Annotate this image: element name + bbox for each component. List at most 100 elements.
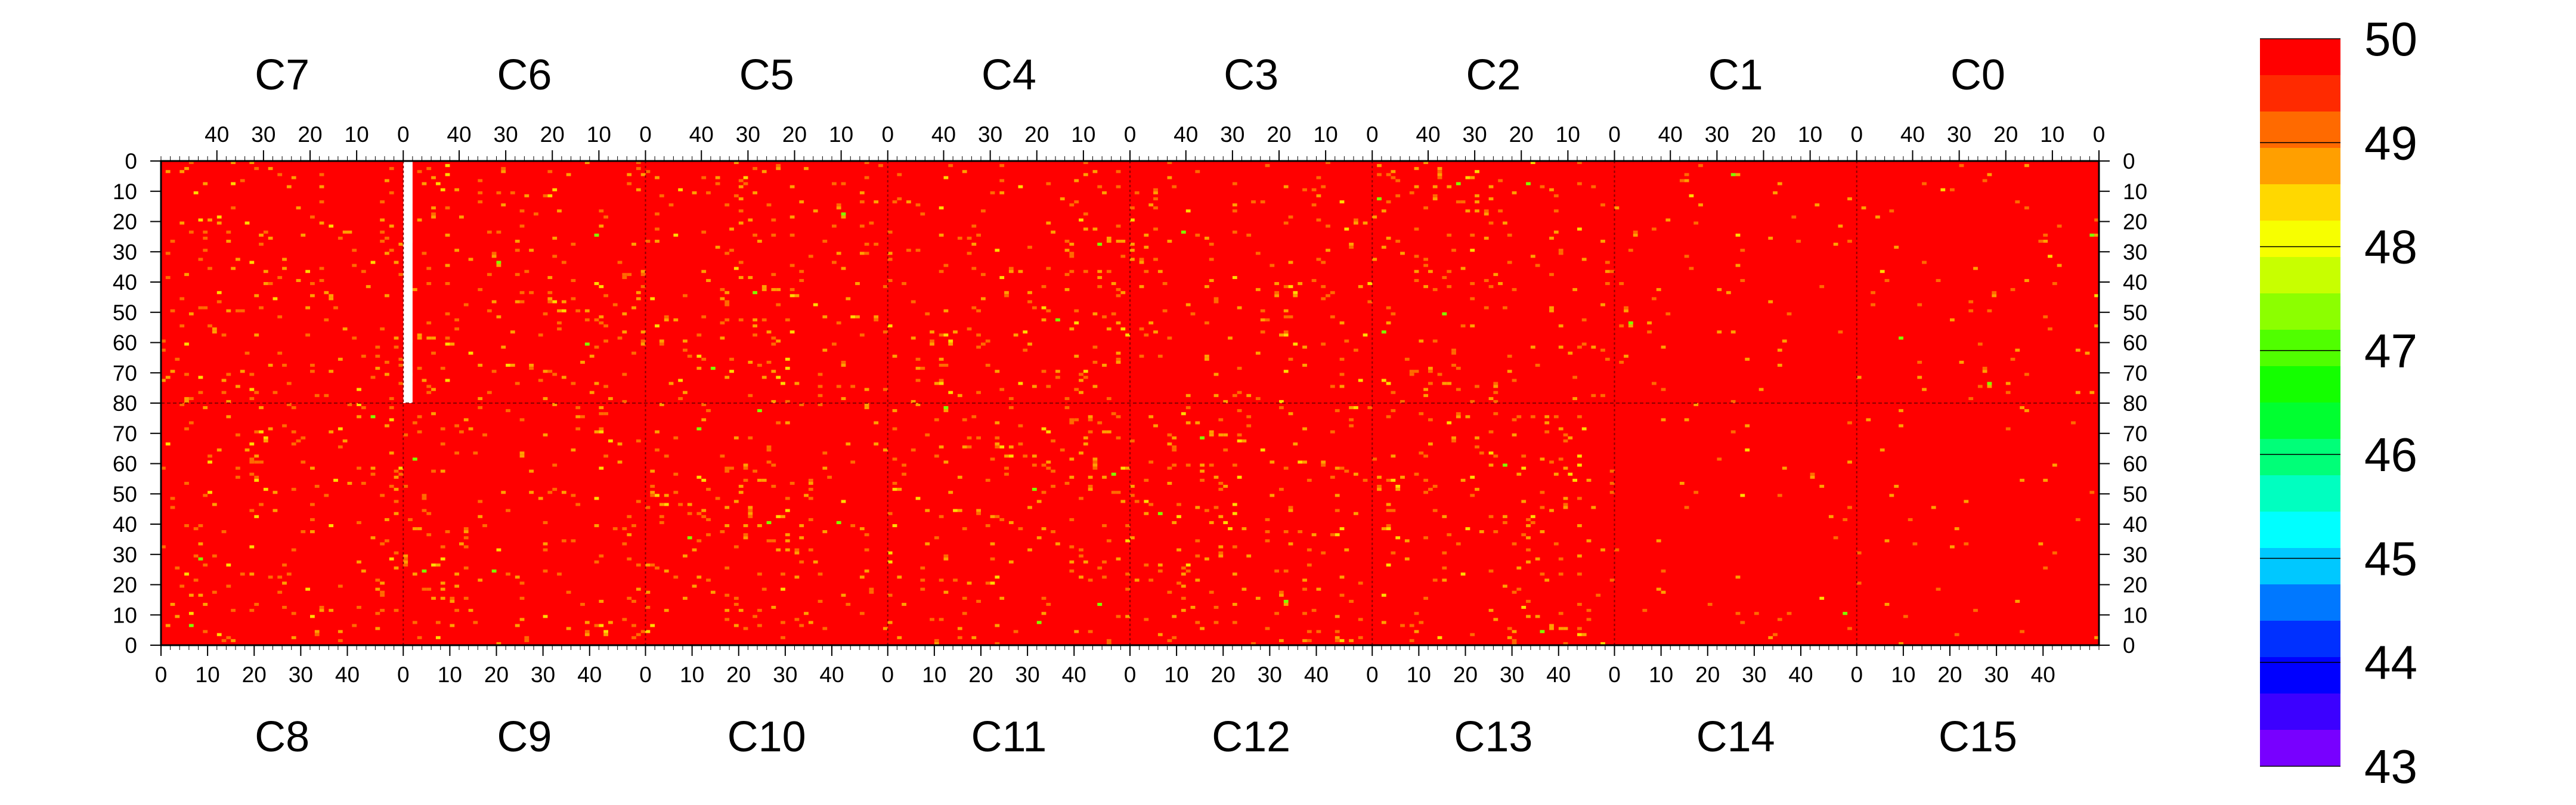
- pixel-cell: [874, 315, 879, 318]
- pixel-cell: [836, 385, 841, 388]
- pixel-cell: [761, 170, 767, 174]
- pixel-cell: [1013, 630, 1018, 633]
- pixel-cell: [930, 618, 934, 621]
- pixel-cell: [627, 273, 632, 276]
- pixel-cell: [231, 206, 236, 210]
- pixel-cell: [422, 379, 427, 382]
- pixel-cell: [1223, 448, 1228, 452]
- pixel-cell: [599, 599, 604, 603]
- pixel-cell: [1255, 397, 1261, 400]
- pixel-cell: [631, 243, 636, 246]
- pixel-cell: [519, 618, 525, 621]
- pixel-cell: [981, 342, 986, 346]
- pixel-cell: [631, 636, 636, 639]
- pixel-cell: [976, 345, 982, 349]
- pixel-cell: [1279, 593, 1284, 597]
- pixel-cell: [869, 221, 874, 225]
- pixel-cell: [1540, 530, 1545, 534]
- pixel-cell: [1521, 454, 1527, 458]
- pixel-cell: [305, 333, 311, 337]
- pixel-cell: [254, 515, 259, 518]
- pixel-cell: [403, 554, 408, 558]
- pixel-cell: [776, 339, 781, 343]
- pixel-cell: [897, 173, 902, 177]
- pixel-cell: [766, 448, 772, 452]
- pixel-cell: [1581, 318, 1587, 321]
- pixel-cell: [622, 312, 627, 315]
- pixel-cell: [636, 167, 641, 171]
- pixel-cell: [1661, 418, 1666, 422]
- pixel-cell: [236, 475, 240, 479]
- pixel-cell: [608, 621, 613, 624]
- pixel-cell: [822, 451, 828, 455]
- pixel-cell: [1279, 333, 1284, 337]
- pixel-cell: [1549, 188, 1554, 191]
- pixel-cell: [1335, 409, 1340, 413]
- y-tick-label-left: 30: [113, 240, 137, 264]
- pixel-cell: [1586, 609, 1592, 612]
- pixel-cell: [1591, 345, 1596, 349]
- pixel-cell: [1237, 306, 1242, 309]
- pixel-cell: [1349, 243, 1354, 246]
- pixel-cell: [417, 333, 422, 337]
- pixel-cell: [701, 515, 707, 518]
- pixel-cell: [724, 524, 730, 528]
- pixel-cell: [1041, 612, 1046, 615]
- pixel-cell: [696, 333, 702, 337]
- pixel-cell: [1581, 342, 1587, 346]
- pixel-cell: [1241, 587, 1247, 591]
- pixel-cell: [268, 364, 273, 367]
- pixel-cell: [380, 593, 385, 597]
- pixel-cell: [1130, 439, 1135, 442]
- pixel-cell: [696, 575, 702, 579]
- pixel-cell: [1880, 448, 1885, 452]
- pixel-cell: [1600, 203, 1605, 207]
- pixel-cell: [216, 633, 222, 636]
- pixel-cell: [906, 200, 911, 204]
- pixel-cell: [640, 339, 646, 343]
- pixel-cell: [431, 176, 436, 179]
- pixel-cell: [1922, 388, 1927, 391]
- chip-label-top: C6: [497, 51, 552, 99]
- pixel-cell: [1106, 397, 1111, 400]
- pixel-cell: [314, 485, 320, 488]
- pixel-cell: [1306, 548, 1312, 552]
- pixel-cell: [1843, 518, 1848, 521]
- pixel-cell: [259, 306, 264, 309]
- pixel-cell: [1540, 506, 1545, 509]
- pixel-cell: [981, 297, 986, 301]
- pixel-cell: [701, 315, 707, 318]
- pixel-cell: [724, 593, 730, 597]
- x-tick-label-bottom: 40: [819, 662, 844, 687]
- pixel-cell: [859, 612, 865, 615]
- pixel-cell: [1209, 521, 1214, 524]
- pixel-cell: [221, 639, 227, 642]
- pixel-cell: [244, 448, 250, 452]
- pixel-cell: [850, 460, 856, 464]
- pixel-cell: [1088, 630, 1093, 633]
- pixel-cell: [761, 587, 767, 591]
- pixel-cell: [1205, 557, 1209, 561]
- pixel-cell: [370, 536, 376, 540]
- pixel-cell: [2094, 218, 2100, 222]
- pixel-cell: [1614, 206, 1620, 210]
- pixel-cell: [785, 548, 790, 552]
- pixel-cell: [412, 457, 417, 461]
- pixel-cell: [1628, 321, 1633, 325]
- pixel-cell: [781, 621, 785, 624]
- pixel-cell: [1218, 488, 1224, 491]
- pixel-cell: [1302, 578, 1307, 582]
- pixel-cell: [1354, 472, 1358, 476]
- pixel-cell: [603, 324, 609, 328]
- x-tick-label-bottom: 10: [922, 662, 946, 687]
- pixel-cell: [1205, 321, 1209, 325]
- pixel-cell: [617, 442, 623, 446]
- pixel-cell: [599, 466, 604, 470]
- pixel-cell: [748, 218, 753, 222]
- pixel-cell: [971, 415, 977, 419]
- pixel-cell: [1442, 382, 1447, 385]
- pixel-cell: [953, 509, 958, 512]
- pixel-cell: [678, 503, 683, 506]
- pixel-cell: [175, 566, 180, 570]
